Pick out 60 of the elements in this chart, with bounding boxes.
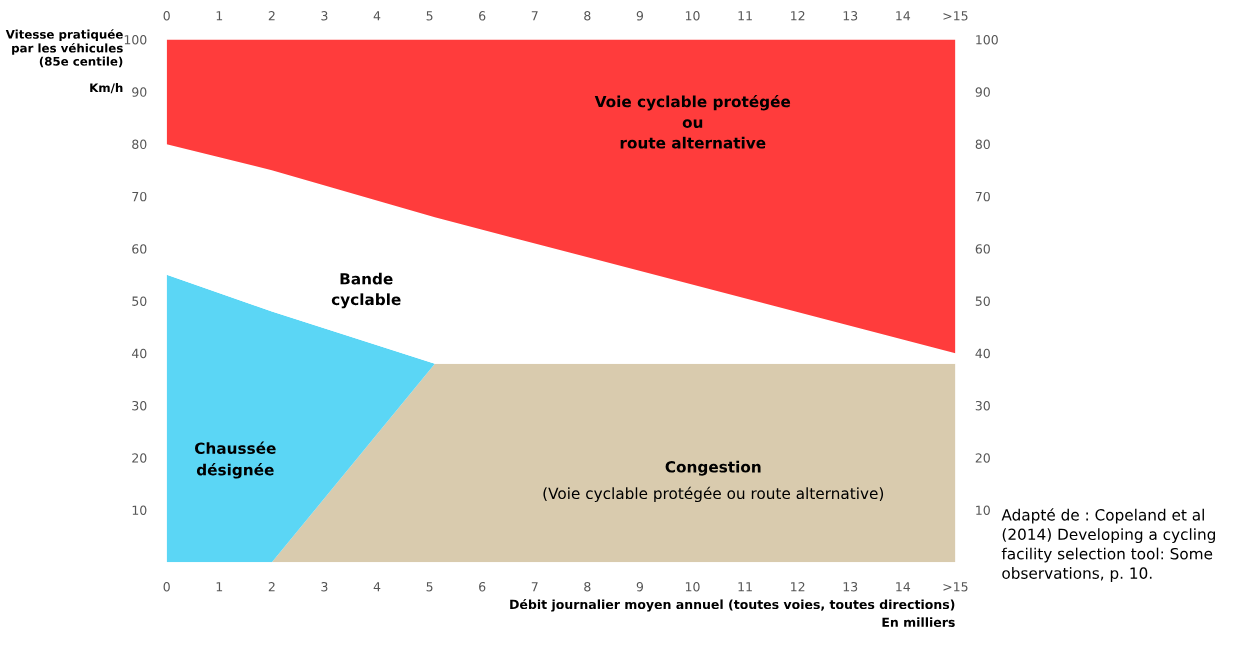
y-tick-label: 20 xyxy=(132,453,147,463)
x2-tick-label: 14 xyxy=(896,582,911,592)
x2-tick-label: 10 xyxy=(685,581,700,592)
x-tick-label: 3 xyxy=(321,11,328,21)
x2-tick-label: 11 xyxy=(738,582,752,592)
text: Adapté de : Copeland et al (2014) Developing a cycling facility selection tool: Some observations, p. 10. xyxy=(1001,508,1215,582)
y2-tick-label: 50 xyxy=(975,296,990,306)
y2-tick-label: 70 xyxy=(975,191,990,202)
x2-tick-label: 5 xyxy=(426,582,433,592)
x-axis-title: Débit journalier moyen annuel (toutes voies, toutes directions) En milliers xyxy=(510,598,955,627)
annotation: Chaussée désignée xyxy=(194,441,276,479)
y-tick-label: 10 xyxy=(132,505,147,515)
x2-tick-label: 6 xyxy=(479,581,486,592)
y-tick-label: 70 xyxy=(132,191,147,202)
y-tick-label: 90 xyxy=(132,87,147,97)
x-tick-label: 1 xyxy=(216,11,223,21)
y2-tick-label: 10 xyxy=(976,505,990,515)
y-tick-label: 50 xyxy=(132,296,147,306)
x-tick-label: 0 xyxy=(163,11,170,21)
x2-tick-label: 13 xyxy=(843,581,858,592)
x-tick-label: 6 xyxy=(479,11,486,21)
y-tick-label: 100 xyxy=(124,35,147,45)
x-tick-label: >15 xyxy=(943,11,968,21)
annotation: (Voie cyclable protégée ou route alternative) xyxy=(543,486,884,503)
text: Vitesse pratiquée par les véhicules (85e centile) Km/h xyxy=(5,29,123,94)
x2-tick-label: 12 xyxy=(791,581,805,592)
x2-tick-label: >15 xyxy=(943,582,968,592)
x-tick-label: 13 xyxy=(843,11,858,21)
x-tick-label: 14 xyxy=(896,11,911,21)
x2-tick-label: 3 xyxy=(321,581,328,592)
y2-tick-label: 80 xyxy=(975,139,990,150)
x-tick-label: 5 xyxy=(426,11,433,21)
x-tick-label: 11 xyxy=(738,11,752,21)
x2-tick-label: 7 xyxy=(531,582,538,592)
y2-tick-label: 90 xyxy=(975,87,990,97)
x2-tick-label: 1 xyxy=(216,582,223,592)
y-tick-label: 30 xyxy=(132,400,147,411)
x2-tick-label: 4 xyxy=(373,582,381,592)
x-tick-label: 10 xyxy=(685,11,700,21)
x-tick-label: 4 xyxy=(373,11,381,21)
x2-tick-label: 9 xyxy=(636,581,644,592)
y-tick-label: 40 xyxy=(131,348,147,359)
y-tick-label: 60 xyxy=(132,244,147,254)
y2-tick-label: 20 xyxy=(975,453,990,463)
x2-tick-label: 0 xyxy=(163,581,170,592)
y2-tick-label: 100 xyxy=(976,35,998,45)
x-tick-label: 12 xyxy=(791,11,805,21)
x-tick-label: 9 xyxy=(636,11,644,21)
annotation: Voie cyclable protégée ou route alternative xyxy=(594,94,791,149)
x2-tick-label: 2 xyxy=(268,581,275,592)
x-tick-label: 2 xyxy=(268,11,275,21)
y2-tick-label: 30 xyxy=(975,400,990,411)
x-tick-label: 7 xyxy=(531,11,538,21)
x2-tick-label: 8 xyxy=(584,581,591,592)
y2-tick-label: 60 xyxy=(975,244,990,254)
annotation: Congestion xyxy=(665,460,761,476)
annotation: Bande cyclable xyxy=(331,272,401,309)
x-tick-label: 8 xyxy=(584,11,591,21)
y-tick-label: 80 xyxy=(132,139,147,150)
y2-tick-label: 40 xyxy=(975,348,990,359)
